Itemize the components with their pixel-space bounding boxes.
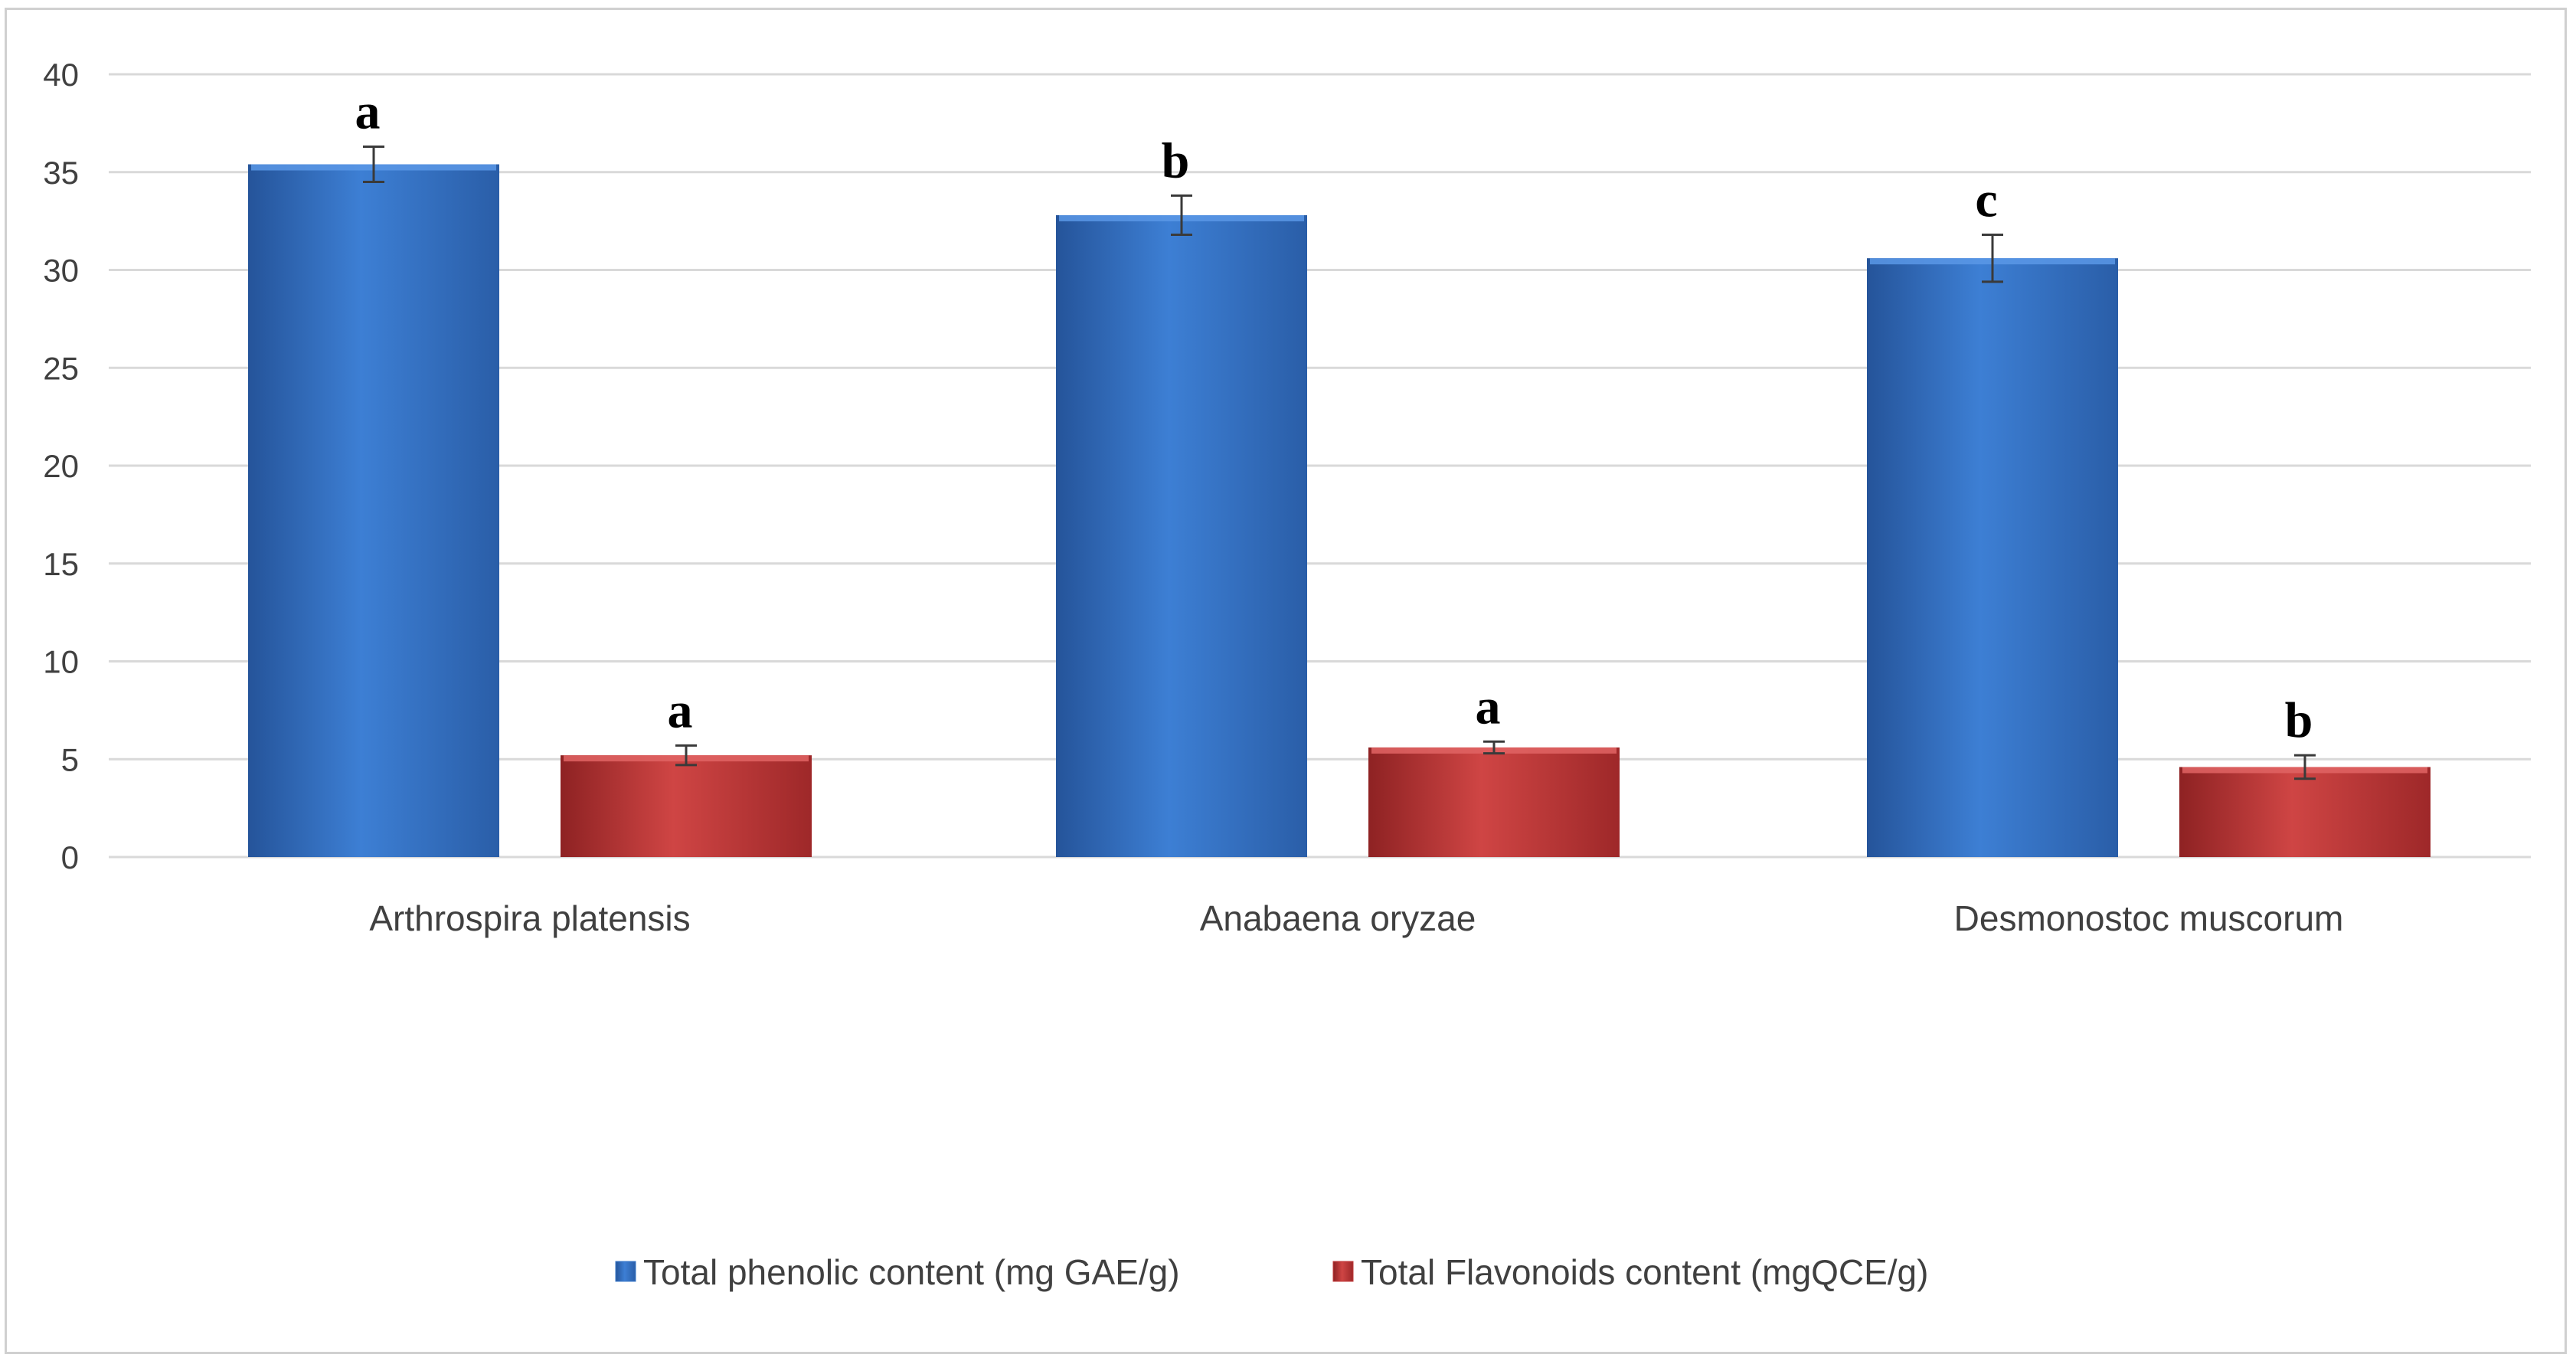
significance-label: b	[2285, 692, 2313, 748]
y-tick-label: 30	[43, 253, 79, 289]
y-tick-label: 0	[61, 839, 79, 875]
y-tick-label: 35	[43, 155, 79, 191]
y-tick-label: 20	[43, 448, 79, 484]
bar	[1867, 258, 2118, 857]
bar-chart: 0 5 10 15 20 25 30 35 40 a b c a a b Arthrospira plat…	[43, 57, 2531, 1292]
y-tick-label: 5	[61, 741, 79, 777]
category-label: Anabaena oryzae	[1200, 898, 1476, 938]
legend: Total phenolic content (mg GAE/g) Total F…	[615, 1252, 1928, 1292]
bar	[561, 755, 812, 857]
y-tick-label: 10	[43, 644, 79, 680]
category-label: Arthrospira platensis	[369, 898, 690, 938]
gridlines	[109, 73, 2531, 859]
y-tick-label: 40	[43, 57, 79, 93]
legend-label: Total Flavonoids content (mgQCE/g)	[1361, 1252, 1928, 1292]
y-tick-label: 25	[43, 350, 79, 386]
chart-frame: 0 5 10 15 20 25 30 35 40 a b c a a b Arthrospira plat…	[5, 8, 2567, 1354]
legend-swatch	[1332, 1261, 1354, 1282]
bar	[2179, 767, 2431, 857]
y-axis-tick-labels: 0 5 10 15 20 25 30 35 40	[43, 57, 79, 875]
significance-label: b	[1162, 133, 1190, 188]
legend-label: Total phenolic content (mg GAE/g)	[643, 1252, 1180, 1292]
bar	[1368, 747, 1620, 857]
legend-swatch	[615, 1261, 636, 1282]
significance-label: a	[1476, 679, 1501, 734]
x-axis-category-labels: Arthrospira platensis Anabaena oryzae Desm…	[369, 898, 2343, 938]
category-label: Desmonostoc muscorum	[1954, 898, 2344, 938]
significance-label: c	[1975, 172, 1997, 228]
bar	[248, 164, 499, 857]
significance-label: a	[668, 682, 693, 738]
bar	[1056, 214, 1307, 858]
significance-label: a	[355, 84, 381, 140]
bars: a b c a a b	[248, 84, 2431, 858]
y-tick-label: 15	[43, 546, 79, 582]
